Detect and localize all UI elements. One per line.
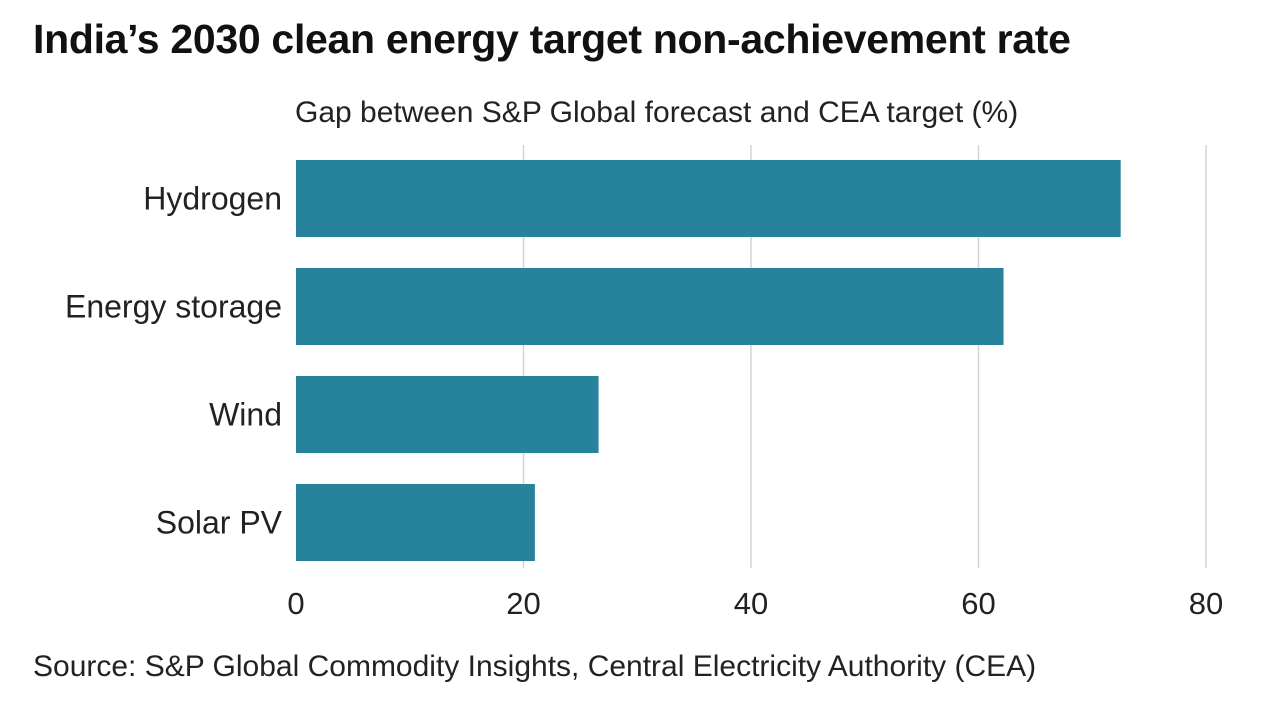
x-tick-labels: 0 20 40 60 80 xyxy=(287,586,1223,621)
x-tick-label: 80 xyxy=(1189,586,1223,621)
category-label: Energy storage xyxy=(65,289,282,325)
chart-title: India’s 2030 clean energy target non-ach… xyxy=(33,16,1071,62)
category-labels: Hydrogen Energy storage Wind Solar PV xyxy=(65,181,283,541)
chart-subtitle: Gap between S&P Global forecast and CEA … xyxy=(295,96,1019,129)
bars xyxy=(296,160,1121,561)
bar-energy-storage xyxy=(296,268,1004,345)
x-tick-label: 0 xyxy=(287,586,304,621)
bar-wind xyxy=(296,376,599,453)
category-label: Hydrogen xyxy=(143,181,282,217)
category-label: Solar PV xyxy=(156,505,283,541)
bar-hydrogen xyxy=(296,160,1121,237)
x-tick-label: 60 xyxy=(961,586,995,621)
source-note: Source: S&P Global Commodity Insights, C… xyxy=(33,650,1037,683)
x-tick-label: 40 xyxy=(734,586,768,621)
category-label: Wind xyxy=(209,397,282,433)
bar-solar-pv xyxy=(296,484,535,561)
x-tick-label: 20 xyxy=(506,586,540,621)
